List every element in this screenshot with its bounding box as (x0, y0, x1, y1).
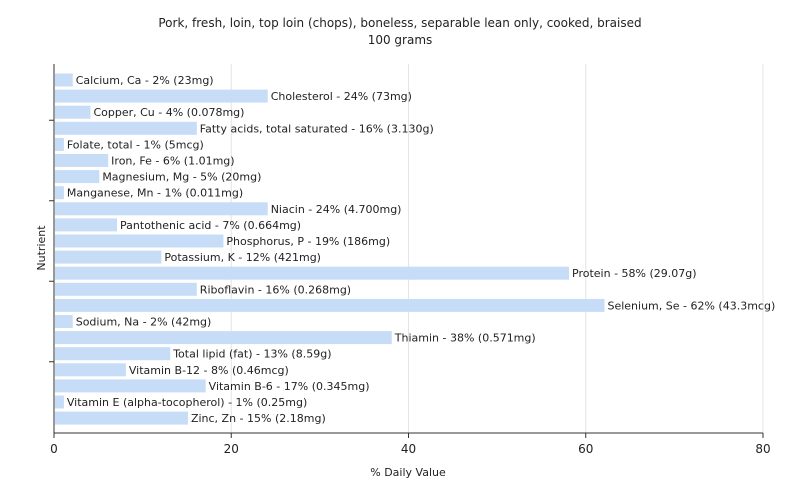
bar (55, 73, 73, 87)
bar-label: Thiamin - 38% (0.571mg) (394, 332, 536, 345)
bar (55, 379, 206, 393)
bar (55, 363, 126, 377)
bar-label: Niacin - 24% (4.700mg) (271, 203, 402, 216)
bar-label: Manganese, Mn - 1% (0.011mg) (67, 187, 243, 200)
grid-lines (230, 64, 764, 433)
y-axis-title: Nutrient (35, 225, 48, 271)
bar (55, 137, 64, 151)
bar-label: Selenium, Se - 62% (43.3mcg) (607, 299, 775, 312)
bar-label: Vitamin E (alpha-tocopherol) - 1% (0.25m… (67, 396, 307, 409)
bar (55, 105, 91, 119)
bar-label: Iron, Fe - 6% (1.01mg) (111, 155, 234, 168)
bar-label: Vitamin B-12 - 8% (0.46mcg) (129, 364, 289, 377)
bar-label: Calcium, Ca - 2% (23mg) (76, 74, 214, 87)
bars-group (55, 73, 605, 425)
bar (55, 218, 118, 232)
bar-label: Vitamin B-6 - 17% (0.345mg) (209, 380, 370, 393)
x-tick-label: 80 (755, 442, 770, 456)
x-tick-label: 0 (50, 442, 58, 456)
bar (55, 266, 570, 280)
x-axis-title: % Daily Value (370, 466, 446, 479)
bar (55, 331, 392, 345)
bar (55, 250, 162, 264)
bar (55, 282, 197, 296)
bar-label: Phosphorus, P - 19% (186mg) (226, 235, 390, 248)
bar (55, 347, 171, 361)
bar (55, 315, 73, 328)
bar (55, 186, 64, 200)
bar-label: Total lipid (fat) - 13% (8.59g) (172, 348, 331, 361)
x-tick-label: 60 (578, 442, 593, 456)
bar-label: Fatty acids, total saturated - 16% (3.13… (200, 122, 434, 135)
bar-label: Cholesterol - 24% (73mg) (271, 90, 412, 103)
bar (55, 89, 268, 103)
bar-label: Zinc, Zn - 15% (2.18mg) (191, 412, 326, 425)
bar-label: Folate, total - 1% (5mcg) (67, 138, 204, 151)
bar (55, 234, 224, 248)
bar-label: Magnesium, Mg - 5% (20mg) (102, 171, 261, 184)
bar-label: Pantothenic acid - 7% (0.664mg) (120, 219, 301, 232)
bar (55, 411, 188, 425)
chart-title: Pork, fresh, loin, top loin (chops), bon… (158, 16, 641, 30)
bar-label: Riboflavin - 16% (0.268mg) (200, 283, 351, 296)
bar (55, 121, 197, 135)
bar-label: Protein - 58% (29.07g) (572, 267, 697, 280)
bar-labels-group: Calcium, Ca - 2% (23mg) Cholesterol - 24%… (67, 74, 775, 425)
bar-label: Potassium, K - 12% (421mg) (164, 251, 321, 264)
chart-subtitle: 100 grams (368, 33, 433, 47)
bar (55, 154, 109, 167)
x-tick-label: 40 (401, 442, 416, 456)
bar (55, 298, 605, 312)
bar (55, 395, 64, 409)
bar (55, 202, 268, 216)
axes-group: 0 20 40 60 80 (49, 64, 771, 456)
bar (55, 170, 100, 184)
bar-label: Copper, Cu - 4% (0.078mg) (93, 106, 244, 119)
x-tick-label: 20 (224, 442, 239, 456)
bar-label: Sodium, Na - 2% (42mg) (76, 316, 212, 329)
